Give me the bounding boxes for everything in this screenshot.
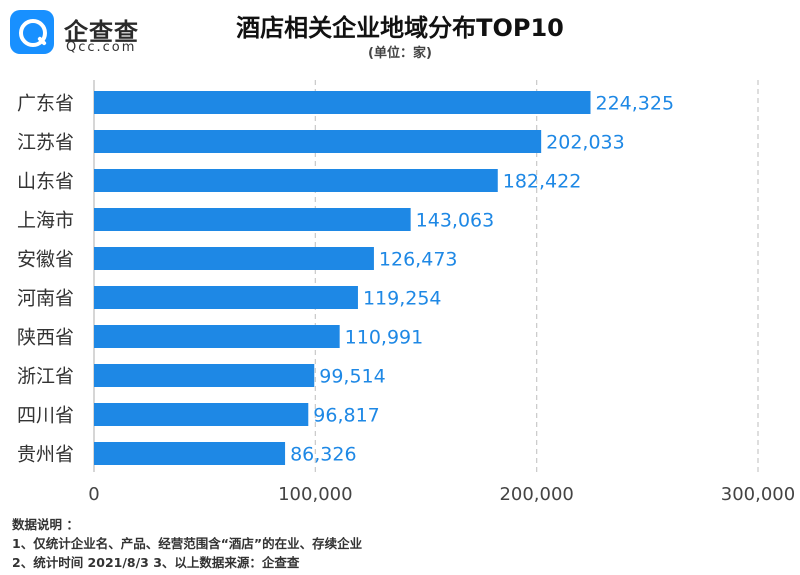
value-label: 110,991 xyxy=(345,327,424,349)
value-label: 99,514 xyxy=(319,366,385,388)
value-label: 182,422 xyxy=(503,171,582,193)
value-label: 96,817 xyxy=(313,405,379,427)
bar xyxy=(94,169,498,192)
category-label: 贵州省 xyxy=(17,444,74,466)
value-label: 119,254 xyxy=(363,288,442,310)
category-label: 江苏省 xyxy=(17,132,74,154)
value-label: 143,063 xyxy=(416,210,495,232)
category-label: 陕西省 xyxy=(17,327,74,349)
logo-text: 企查查 xyxy=(64,18,139,46)
bar-chart: 广东省 224,325 江苏省 202,033 山东省 182,422 上海市 143,063… xyxy=(17,80,795,505)
bar xyxy=(94,130,542,153)
x-tick-label: 200,000 xyxy=(499,484,573,505)
bar xyxy=(94,286,358,309)
data-notes: 数据说明 ： 1、仅统计企业名、产品、经营范围含“酒店”的在业、存续企业 2、统… xyxy=(12,515,362,572)
category-label: 河南省 xyxy=(17,288,74,310)
value-label: 224,325 xyxy=(596,93,675,115)
qcc-logo-icon xyxy=(10,10,54,54)
notes-line-1: 1、仅统计企业名、产品、经营范围含“酒店”的在业、存续企业 xyxy=(12,536,363,551)
chart-title: 酒店相关企业地域分布TOP10 xyxy=(236,14,564,42)
x-tick-label: 0 xyxy=(88,484,99,505)
category-label: 山东省 xyxy=(17,171,74,193)
notes-heading: 数据说明 ： xyxy=(12,517,79,532)
bar xyxy=(94,364,315,387)
category-label: 安徽省 xyxy=(17,249,74,271)
bar xyxy=(94,442,286,465)
logo-domain: Qcc.com xyxy=(66,40,137,55)
value-label: 86,326 xyxy=(290,444,356,466)
category-label: 广东省 xyxy=(17,93,74,115)
bar xyxy=(94,403,309,426)
chart-subtitle: (单位：家) xyxy=(368,46,432,61)
value-label: 126,473 xyxy=(379,249,458,271)
x-tick-label: 300,000 xyxy=(721,484,795,505)
category-label: 上海市 xyxy=(17,210,74,232)
bar xyxy=(94,208,411,231)
notes-line-2: 2、统计时间 2021/8/3 3、以上数据来源：企查查 xyxy=(12,555,300,570)
category-label: 浙江省 xyxy=(17,366,74,388)
logo: 企查查 Qcc.com xyxy=(10,10,150,56)
value-label: 202,033 xyxy=(546,132,625,154)
bar xyxy=(94,91,591,114)
x-tick-label: 100,000 xyxy=(278,484,352,505)
bar xyxy=(94,247,374,270)
category-label: 四川省 xyxy=(17,405,74,427)
bar xyxy=(94,325,340,348)
